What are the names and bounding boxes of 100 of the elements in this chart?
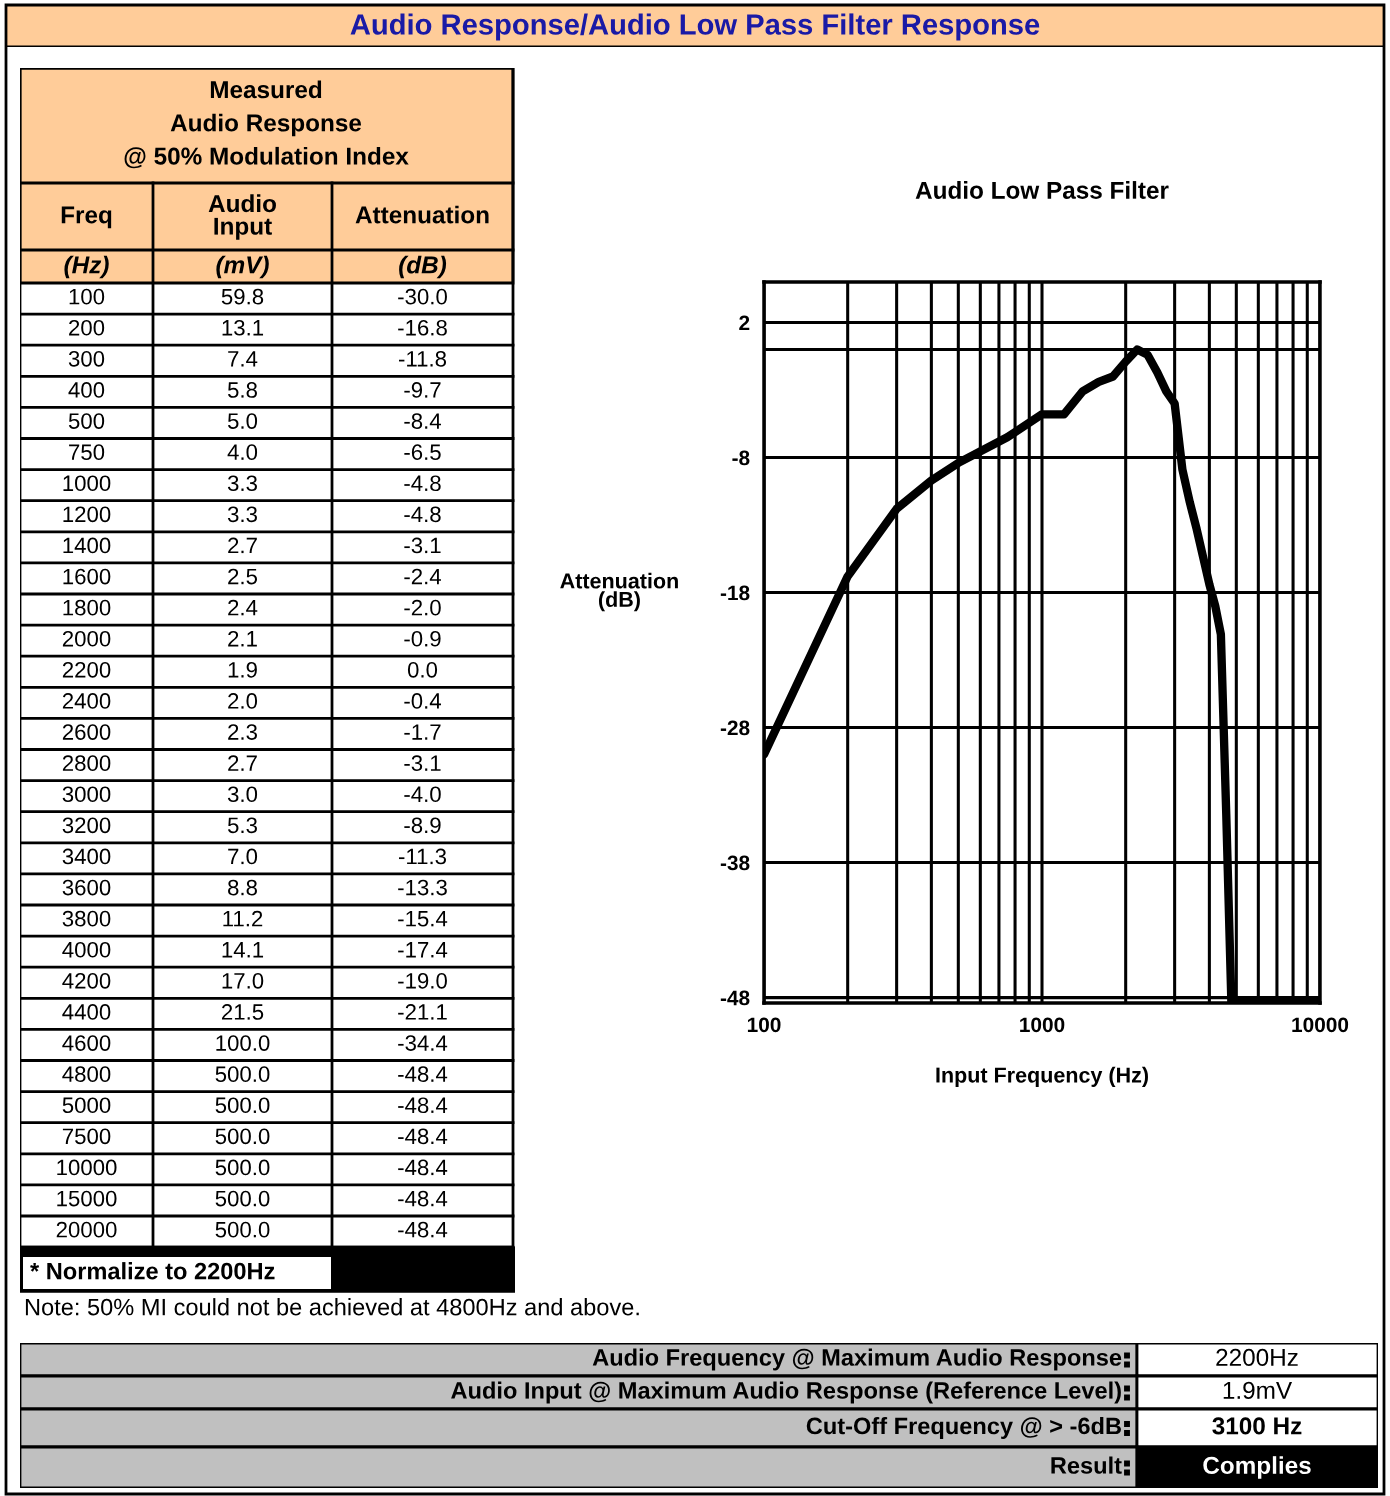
category-label: 2200: [62, 661, 111, 678]
category-label: 500: [68, 413, 105, 429]
data-label: -4.8: [404, 506, 441, 523]
data-label: -0.4: [404, 693, 441, 709]
data-label: 11.2: [223, 910, 263, 927]
category-label: 3600: [62, 879, 111, 896]
text: Audio Response/Audio Low Pass Filter Response: [350, 13, 1040, 41]
y-tick-label: -48: [720, 990, 750, 1006]
text: Freq (Hz): [61, 206, 112, 279]
data-label: 0.0: [407, 661, 438, 678]
data-label: 2.1: [228, 630, 257, 647]
data-label: 2.7: [228, 537, 257, 554]
y-tick-label: -28: [720, 720, 750, 736]
text: 3100 Hz: [1212, 1417, 1302, 1435]
data-label: 21.5: [221, 1004, 264, 1020]
text: Note: 50% MI could not be achieved at 4800Hz and above.: [25, 1298, 639, 1316]
data-label: -21.1: [398, 1004, 447, 1020]
data-label: 59.8: [221, 288, 264, 305]
data-label: -30.0: [398, 288, 447, 305]
data-label: -17.4: [398, 942, 448, 958]
category-label: Result: [1051, 1456, 1122, 1474]
text: 2200Hz: [1216, 1348, 1298, 1367]
category-label: 4000: [62, 941, 111, 958]
data-label: -16.8: [398, 319, 447, 336]
text: * Normalize to 2200Hz: [30, 1262, 275, 1280]
data-label: -4.0: [404, 786, 441, 803]
category-label: 2800: [62, 755, 111, 772]
category-label: 1000: [63, 475, 111, 492]
data-label: 500.0: [215, 1159, 270, 1176]
data-label: -8.9: [404, 817, 441, 834]
data-label: 2.5: [228, 568, 258, 585]
y-tick-label: -18: [720, 585, 750, 601]
category-label: Cut-Off Frequency @ > -6dB: [806, 1417, 1121, 1440]
category-label: 7500: [62, 1128, 111, 1145]
category-label: 5000: [62, 1097, 111, 1114]
data-label: -4.8: [404, 475, 441, 492]
data-label: 2.4: [228, 599, 258, 616]
data-label: 3.3: [227, 506, 257, 523]
category-label: 1400: [63, 537, 111, 554]
data-label: 7.0: [228, 848, 258, 865]
data-label: -48.4: [398, 1128, 448, 1145]
data-label: -1.7: [404, 724, 441, 740]
category-label: 1600: [63, 568, 111, 585]
data-label: 3.3: [227, 475, 257, 492]
category-label: 1200: [63, 506, 111, 523]
data-label: 8.8: [228, 879, 257, 896]
chart-title: Audio Low Pass Filter: [915, 181, 1169, 199]
data-label: 5.0: [227, 413, 258, 429]
data-label: 2.3: [228, 724, 257, 740]
category-label: 4200: [62, 972, 111, 989]
data-label: -48.4: [398, 1221, 448, 1238]
category-label: 2000: [62, 630, 111, 647]
data-label: 13.1: [222, 319, 264, 336]
data-label: 100.0: [216, 1035, 270, 1051]
data-label: -8.4: [404, 413, 441, 429]
data-label: 5.3: [227, 817, 257, 834]
category-label: 3400: [62, 848, 111, 865]
category-label: 3200: [62, 817, 111, 834]
data-label: -48.4: [398, 1159, 448, 1176]
data-label: -48.4: [398, 1097, 448, 1114]
data-label: 4.0: [227, 444, 258, 461]
category-label: 4800: [62, 1066, 111, 1083]
x-tick-label: 1000: [1020, 1017, 1065, 1033]
category-label: 10000: [57, 1159, 117, 1176]
data-label: 2.0: [228, 693, 258, 709]
data-label: 2.7: [228, 755, 257, 771]
category-label: 200: [69, 319, 105, 336]
data-label: -11.3: [398, 848, 447, 865]
data-label: 500.0: [215, 1190, 270, 1207]
x-tick-label: 10000: [1292, 1017, 1349, 1033]
data-label: 500.0: [215, 1221, 270, 1238]
data-label: -3.1: [404, 537, 441, 554]
x-axis-title: Input Frequency (Hz): [936, 1066, 1148, 1087]
data-label: 3.0: [227, 786, 258, 803]
data-label: -34.4: [398, 1035, 448, 1051]
data-label: 17.0: [222, 972, 264, 989]
category-label: 3000: [62, 786, 111, 803]
data-label: 500.0: [215, 1097, 270, 1114]
data-label: -15.4: [398, 911, 448, 927]
text: Complies: [1203, 1456, 1311, 1479]
text: Measured Audio Response @ 50% Modulation Index: [124, 80, 409, 169]
data-label: -3.1: [404, 755, 441, 772]
y-tick-label: -8: [732, 450, 750, 466]
data-label: -9.7: [404, 382, 441, 398]
x-tick-label: 100: [747, 1017, 781, 1033]
data-label: -48.4: [398, 1190, 448, 1207]
category-label: Audio Input @ Maximum Audio Response (Reference Level): [451, 1381, 1121, 1404]
text: 1.9mV: [1223, 1381, 1293, 1400]
category-label: 750: [69, 444, 105, 461]
data-label: -0.9: [404, 630, 441, 647]
category-label: 15000: [57, 1190, 117, 1207]
category-label: 300: [68, 350, 105, 367]
category-label: 100: [69, 288, 105, 305]
y-tick-label: 2: [739, 315, 750, 331]
category-label: 3800: [62, 910, 111, 927]
data-label: -19.0: [398, 972, 447, 989]
category-label: 4600: [62, 1035, 111, 1051]
data-label: 5.8: [227, 382, 257, 398]
data-label: -2.4: [404, 568, 441, 585]
text: Audio Input (mV): [208, 194, 276, 279]
